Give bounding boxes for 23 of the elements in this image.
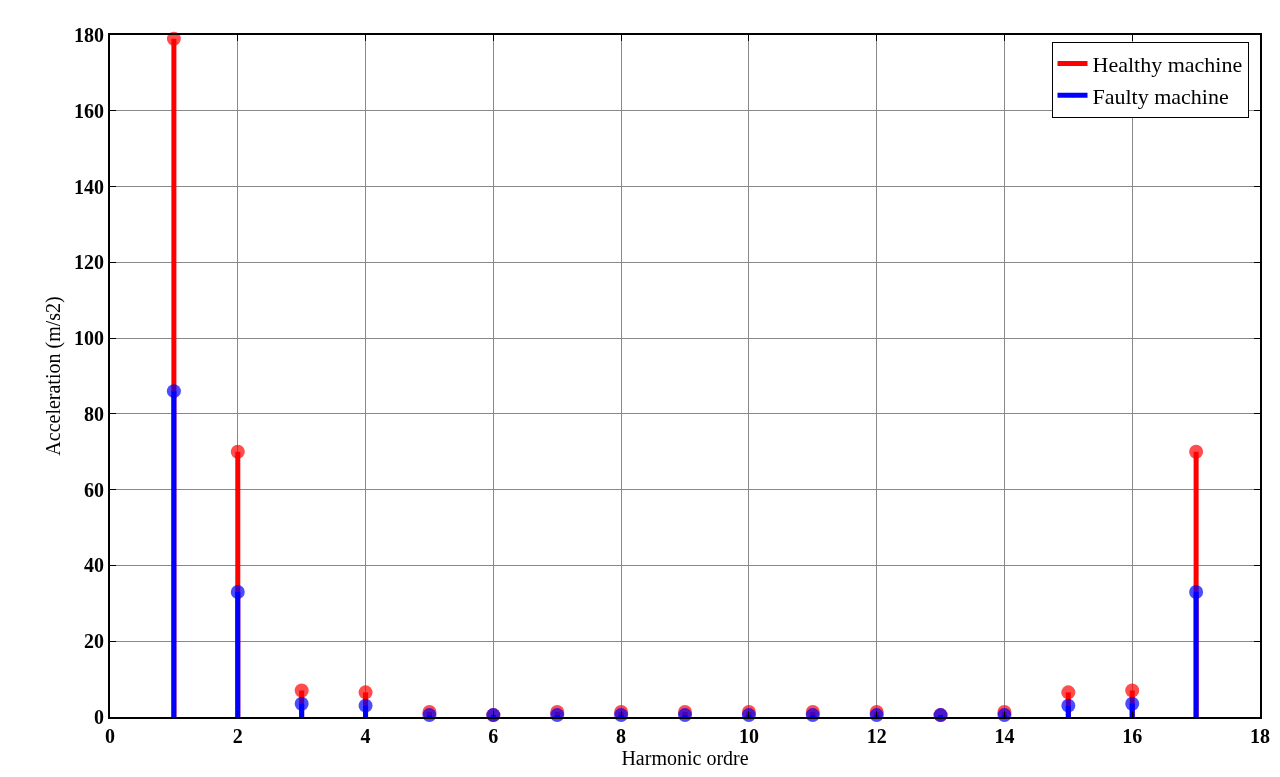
x-tick-label: 10	[738, 725, 759, 747]
y-tick-label: 160	[74, 99, 104, 122]
y-tick-label: 20	[84, 630, 104, 653]
y-tick-label: 140	[74, 175, 104, 198]
y-tick-label: 0	[94, 706, 104, 728]
x-tick-label: 2	[232, 725, 243, 747]
legend-label: Healthy machine	[1092, 52, 1243, 78]
x-tick-label: 12	[866, 725, 887, 747]
y-tick-label: 120	[74, 251, 104, 274]
y-axis-title: Acceleration (m/s2)	[42, 296, 65, 456]
y-tick-label: 60	[84, 478, 104, 501]
x-tick-label: 14	[994, 725, 1015, 747]
x-axis-title: Harmonic ordre	[621, 747, 749, 769]
legend-label: Faulty machine	[1092, 83, 1229, 109]
x-tick-label: 16	[1122, 725, 1143, 747]
y-tick-label: 80	[84, 402, 104, 425]
y-tick-label: 180	[74, 24, 104, 46]
y-tick-label: 100	[74, 327, 104, 350]
y-tick-label: 40	[84, 554, 104, 577]
x-tick-label: 18	[1250, 725, 1270, 747]
x-tick-label: 4	[360, 725, 371, 747]
x-tick-label: 8	[616, 725, 627, 747]
x-tick-label: 6	[488, 725, 499, 747]
